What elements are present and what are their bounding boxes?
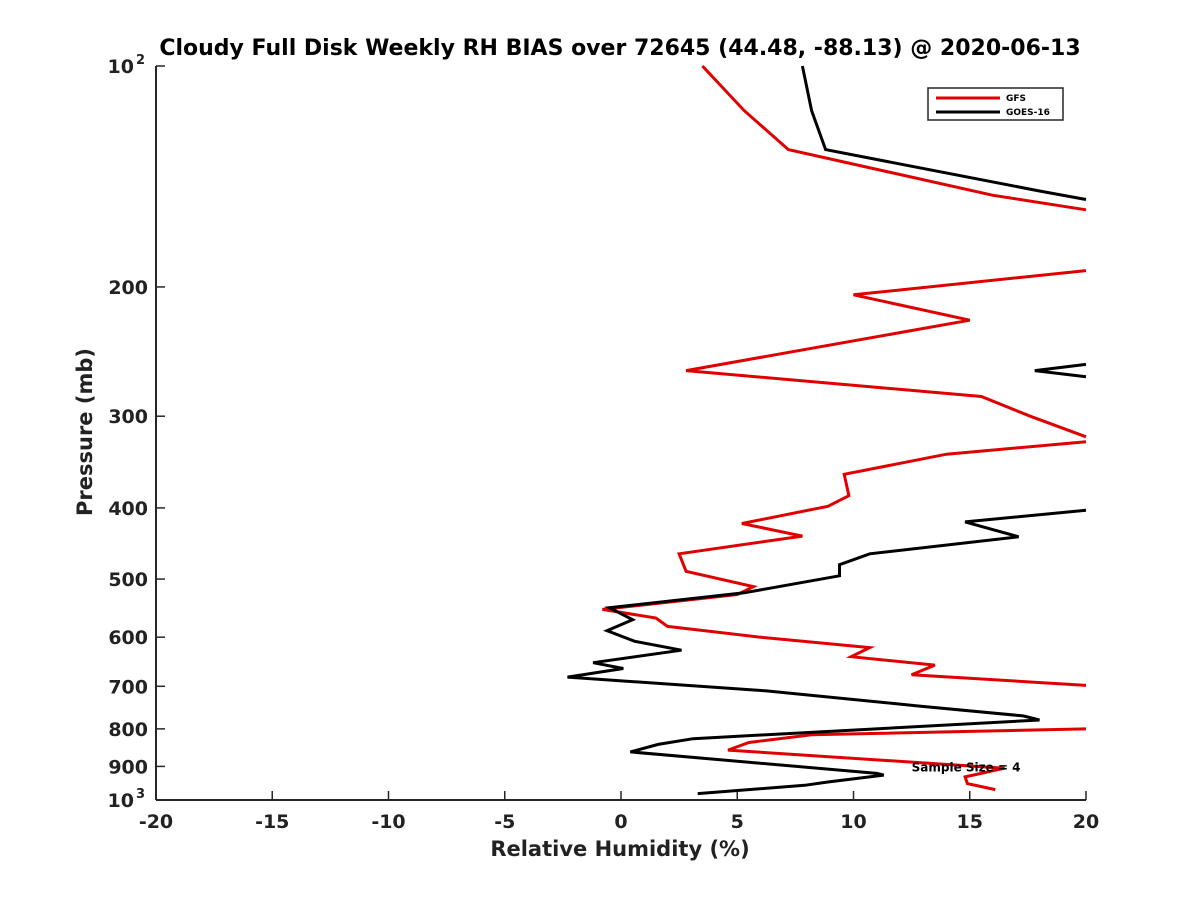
- legend-entry: GOES-16: [1006, 108, 1050, 118]
- x-tick-label: 5: [731, 811, 744, 833]
- legend-entry: GFS: [1006, 94, 1026, 104]
- y-tick-label: 900: [108, 756, 148, 778]
- y-tick-label: 800: [108, 719, 148, 741]
- x-tick-label: -20: [139, 811, 173, 833]
- x-tick-label: 0: [614, 811, 627, 833]
- x-tick-label: -15: [255, 811, 289, 833]
- y-tick-label: 300: [108, 406, 148, 428]
- y-axis-label: Pressure (mb): [73, 348, 97, 516]
- y-tick-label: 600: [108, 627, 148, 649]
- series-line-gfs: [701, 64, 1087, 212]
- x-tick-label: 10: [840, 811, 866, 833]
- series-line-goes-16: [567, 508, 1087, 796]
- series-line-gfs: [685, 269, 1087, 439]
- x-tick-label: 20: [1073, 811, 1099, 833]
- series-line-gfs: [727, 727, 1087, 792]
- x-axis-label: Relative Humidity (%): [490, 837, 749, 861]
- x-tick-label: -10: [371, 811, 405, 833]
- legend: GFS GOES-16: [927, 87, 1064, 121]
- y-tick-label: 700: [108, 676, 148, 698]
- series-line-goes-16: [800, 65, 1087, 201]
- y-tick-label: 200: [108, 277, 148, 299]
- legend-box: [927, 87, 1064, 121]
- series-line-gfs: [602, 440, 1087, 687]
- y-tick-exponent: 3: [136, 787, 145, 802]
- series-line-goes-16: [1034, 362, 1087, 379]
- chart-title: Cloudy Full Disk Weekly RH BIAS over 726…: [159, 36, 1080, 61]
- y-tick-label: 10: [108, 790, 134, 812]
- y-tick-label: 10: [108, 56, 134, 78]
- y-tick-label: 400: [108, 498, 148, 520]
- y-tick-exponent: 2: [136, 53, 145, 68]
- x-tick-label: 15: [957, 811, 983, 833]
- x-tick-label: -5: [494, 811, 515, 833]
- y-tick-label: 500: [108, 569, 148, 591]
- sample-size-annotation: Sample Size = 4: [912, 760, 1021, 774]
